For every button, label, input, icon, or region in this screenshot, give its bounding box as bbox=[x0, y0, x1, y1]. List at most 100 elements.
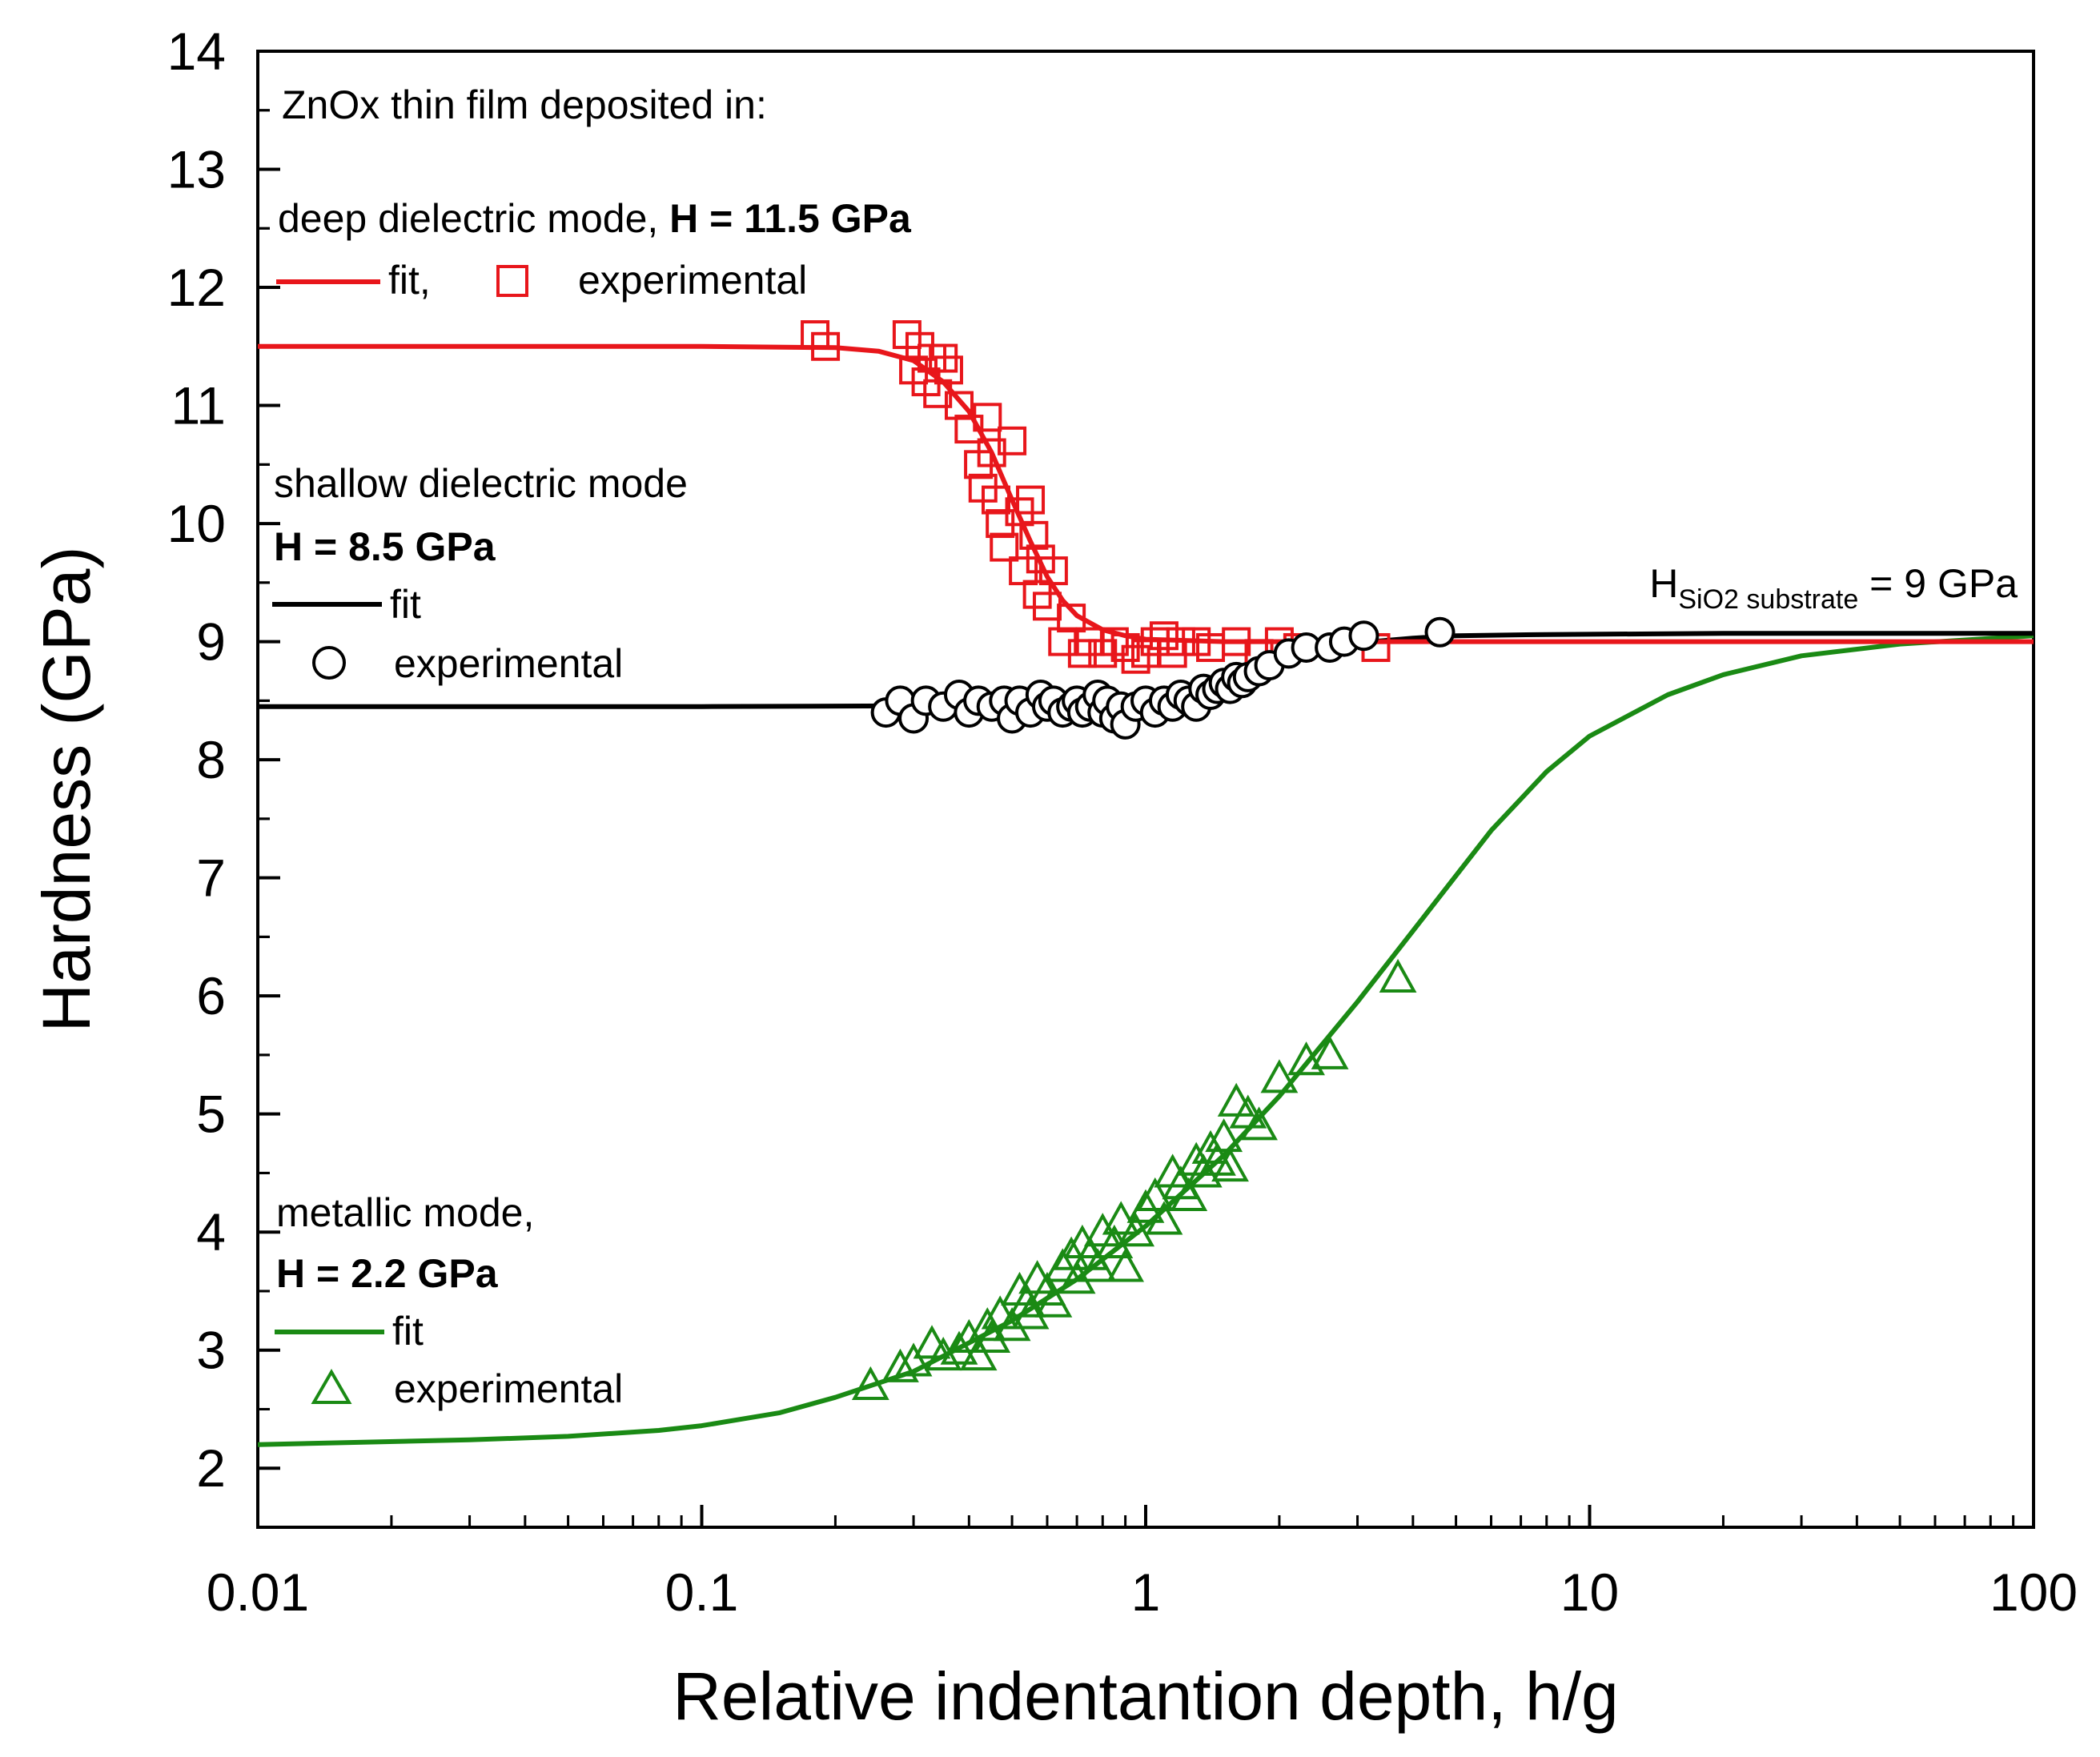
plot-frame bbox=[256, 50, 2035, 1529]
y-axis-title: Hardness (GPa) bbox=[29, 547, 104, 1033]
data-point-square bbox=[1057, 604, 1086, 633]
data-point-triangle bbox=[1136, 1177, 1174, 1211]
axis-tick-labels: 0.01 0.1 1 10 100 2 3 4 5 6 7 8 9 10 11 12 13 14 bbox=[167, 22, 2078, 1622]
data-point-triangle bbox=[1211, 1147, 1249, 1182]
data-point-square bbox=[1016, 485, 1046, 515]
data-point-triangle bbox=[940, 1330, 978, 1365]
data-point-square bbox=[1121, 644, 1150, 674]
data-point-triangle bbox=[1379, 958, 1417, 993]
data-point-triangle bbox=[881, 1348, 919, 1382]
x-axis-title: Relative indentantion depth, h/g bbox=[673, 1659, 1619, 1734]
data-point-triangle bbox=[1102, 1201, 1140, 1235]
x-tick-label: 100 bbox=[1990, 1562, 2078, 1622]
data-point-triangle bbox=[1217, 1082, 1255, 1117]
data-point-triangle bbox=[968, 1307, 1006, 1342]
legend-metallic-title: metallic mode, bbox=[276, 1190, 534, 1235]
data-point-circle bbox=[1348, 620, 1379, 652]
legend-shallow-marker bbox=[312, 646, 346, 680]
data-point-square bbox=[1166, 627, 1195, 656]
data-point-triangle bbox=[1205, 1118, 1243, 1153]
y-tick-label: 9 bbox=[196, 612, 226, 672]
substrate-annotation: HSiO2 substrate = 9 GPa bbox=[1649, 561, 2018, 615]
data-point-square bbox=[1149, 621, 1178, 651]
legend-deep-title-text: deep dielectric mode, bbox=[278, 196, 669, 241]
legend-shallow-exp-label: experimental bbox=[394, 641, 623, 686]
data-point-triangle bbox=[993, 1307, 1031, 1342]
substrate-annotation-subscript: SiO2 substrate bbox=[1678, 584, 1858, 615]
data-point-triangle bbox=[924, 1336, 962, 1371]
x-tick-label: 10 bbox=[1560, 1562, 1619, 1622]
data-point-triangle bbox=[959, 1336, 998, 1371]
fit-line-triangle bbox=[258, 633, 2034, 1447]
data-point-triangle bbox=[1052, 1236, 1090, 1270]
axis-ticks bbox=[256, 50, 2035, 1529]
data-point-triangle bbox=[1287, 1041, 1325, 1076]
data-point-triangle bbox=[913, 1325, 951, 1359]
legend-deep-marker bbox=[496, 265, 528, 297]
legend-header: ZnOx thin film deposited in: bbox=[282, 82, 767, 127]
data-point-triangle bbox=[894, 1342, 933, 1377]
data-point-triangle bbox=[1078, 1248, 1117, 1282]
x-tick-label: 0.01 bbox=[207, 1562, 309, 1622]
data-point-square bbox=[811, 331, 841, 361]
legend-shallow-hardness: H = 8.5 GPa bbox=[274, 524, 496, 569]
data-point-triangle bbox=[1106, 1248, 1145, 1282]
fit-curves bbox=[258, 343, 2034, 1447]
data-point-triangle bbox=[1083, 1213, 1122, 1247]
y-tick-label: 14 bbox=[167, 22, 226, 81]
data-point-triangle bbox=[1184, 1153, 1223, 1188]
data-point-triangle bbox=[1043, 1248, 1082, 1282]
data-point-triangle bbox=[1126, 1189, 1165, 1223]
substrate-annotation-main: H bbox=[1649, 561, 1678, 606]
x-tick-label: 0.1 bbox=[665, 1562, 739, 1622]
legend-metallic-exp-label: experimental bbox=[394, 1366, 623, 1411]
data-point-triangle bbox=[1170, 1177, 1208, 1211]
legend: ZnOx thin film deposited in: deep dielec… bbox=[272, 82, 912, 1411]
legend-deep-fit-label: fit, bbox=[388, 258, 431, 303]
x-tick-label: 1 bbox=[1131, 1562, 1161, 1622]
y-tick-label: 3 bbox=[196, 1321, 226, 1380]
y-tick-label: 8 bbox=[196, 730, 226, 789]
legend-deep-hardness: H = 11.5 GPa bbox=[669, 196, 912, 241]
data-point-square bbox=[1019, 520, 1049, 550]
data-point-square bbox=[1038, 556, 1068, 586]
data-point-triangle bbox=[1145, 1201, 1183, 1235]
y-tick-label: 13 bbox=[167, 140, 226, 199]
legend-metallic-marker bbox=[311, 1369, 352, 1404]
legend-shallow-title: shallow dielectric mode bbox=[274, 461, 688, 506]
legend-metallic-fit-label: fit bbox=[392, 1309, 424, 1354]
y-tick-label: 11 bbox=[171, 376, 226, 435]
data-point-square bbox=[998, 426, 1027, 455]
data-point-triangle bbox=[981, 1295, 1019, 1330]
legend-metallic-hardness: H = 2.2 GPa bbox=[276, 1251, 499, 1296]
data-point-circle bbox=[1424, 616, 1456, 648]
experimental-markers bbox=[801, 320, 1456, 1400]
data-point-triangle bbox=[851, 1366, 889, 1400]
data-point-square bbox=[990, 532, 1019, 562]
data-point-triangle bbox=[1240, 1106, 1278, 1141]
data-point-square bbox=[944, 391, 974, 420]
data-point-triangle bbox=[1008, 1283, 1046, 1318]
fit-line-square bbox=[258, 343, 2034, 644]
legend-shallow-fit-label: fit bbox=[390, 582, 421, 627]
legend-deep-exp-label: experimental bbox=[578, 258, 807, 303]
y-tick-label: 5 bbox=[196, 1085, 226, 1144]
data-point-triangle bbox=[1311, 1035, 1349, 1069]
y-tick-label: 2 bbox=[196, 1438, 226, 1498]
legend-deep-title: deep dielectric mode, H = 11.5 GPa bbox=[278, 196, 912, 241]
data-point-triangle bbox=[973, 1318, 1011, 1353]
y-tick-label: 4 bbox=[196, 1202, 226, 1262]
y-tick-label: 7 bbox=[196, 848, 226, 908]
y-tick-label: 10 bbox=[167, 494, 226, 553]
data-point-triangle bbox=[1117, 1213, 1155, 1247]
data-point-square bbox=[1099, 627, 1129, 656]
data-point-square bbox=[934, 355, 963, 385]
data-point-triangle bbox=[950, 1318, 988, 1353]
data-point-square bbox=[973, 403, 1002, 432]
data-point-triangle bbox=[1260, 1059, 1299, 1093]
y-tick-label: 12 bbox=[167, 258, 226, 317]
y-tick-label: 6 bbox=[196, 966, 226, 1025]
data-point-triangle bbox=[1034, 1283, 1073, 1318]
substrate-annotation-suffix: = 9 GPa bbox=[1858, 561, 2018, 606]
